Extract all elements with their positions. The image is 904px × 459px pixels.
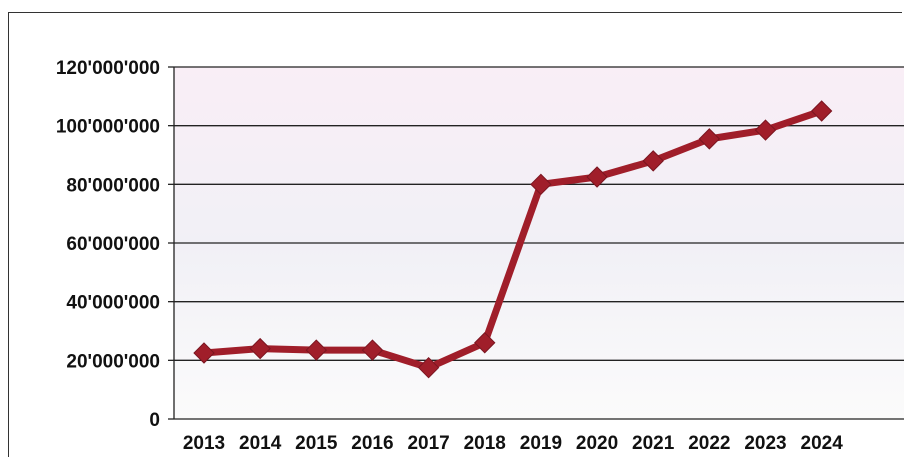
y-tick-label: 120'000'000 (56, 58, 160, 79)
x-tick-label: 2019 (520, 433, 562, 454)
x-tick-label: 2015 (295, 433, 338, 454)
chart-frame (8, 12, 902, 457)
data-point-marker (698, 128, 721, 150)
y-axis: 0 20'000'000 40'000'000 60'000'000 80'000'00… (56, 58, 175, 431)
data-point-marker (474, 332, 496, 354)
x-tick-label: 2021 (632, 433, 675, 454)
x-tick-label: 2024 (801, 433, 844, 454)
x-tick-label: 2017 (407, 433, 449, 454)
y-tick-label: 80'000'000 (66, 175, 160, 196)
x-axis: 2013 2014 2015 2016 2017 2018 2019 2020 2021 2022… (174, 418, 904, 454)
y-tick-label: 60'000'000 (66, 234, 160, 255)
data-point-marker (361, 339, 384, 361)
x-tick-label: 2018 (464, 433, 506, 454)
y-tick-label: 40'000'000 (66, 293, 160, 314)
x-tick-label: 2020 (576, 433, 618, 454)
data-point-marker (193, 342, 215, 364)
data-point-marker (754, 119, 777, 141)
y-tick-label: 100'000'000 (56, 117, 160, 138)
x-tick-label: 2013 (183, 433, 225, 454)
data-point-marker (586, 166, 608, 188)
data-point-marker (249, 337, 271, 360)
x-tick-label: 2014 (239, 433, 282, 454)
data-point-marker (417, 356, 440, 379)
data-point-marker (530, 173, 552, 196)
y-tick-label: 0 (149, 410, 160, 431)
x-tick-label: 2023 (744, 433, 786, 454)
x-tick-label: 2016 (351, 433, 393, 454)
data-point-marker (305, 339, 328, 361)
x-tick-label: 2022 (688, 433, 730, 454)
data-point-marker (810, 100, 833, 122)
data-point-marker (642, 150, 664, 172)
y-tick-label: 20'000'000 (66, 351, 160, 372)
series-layer (193, 100, 833, 379)
